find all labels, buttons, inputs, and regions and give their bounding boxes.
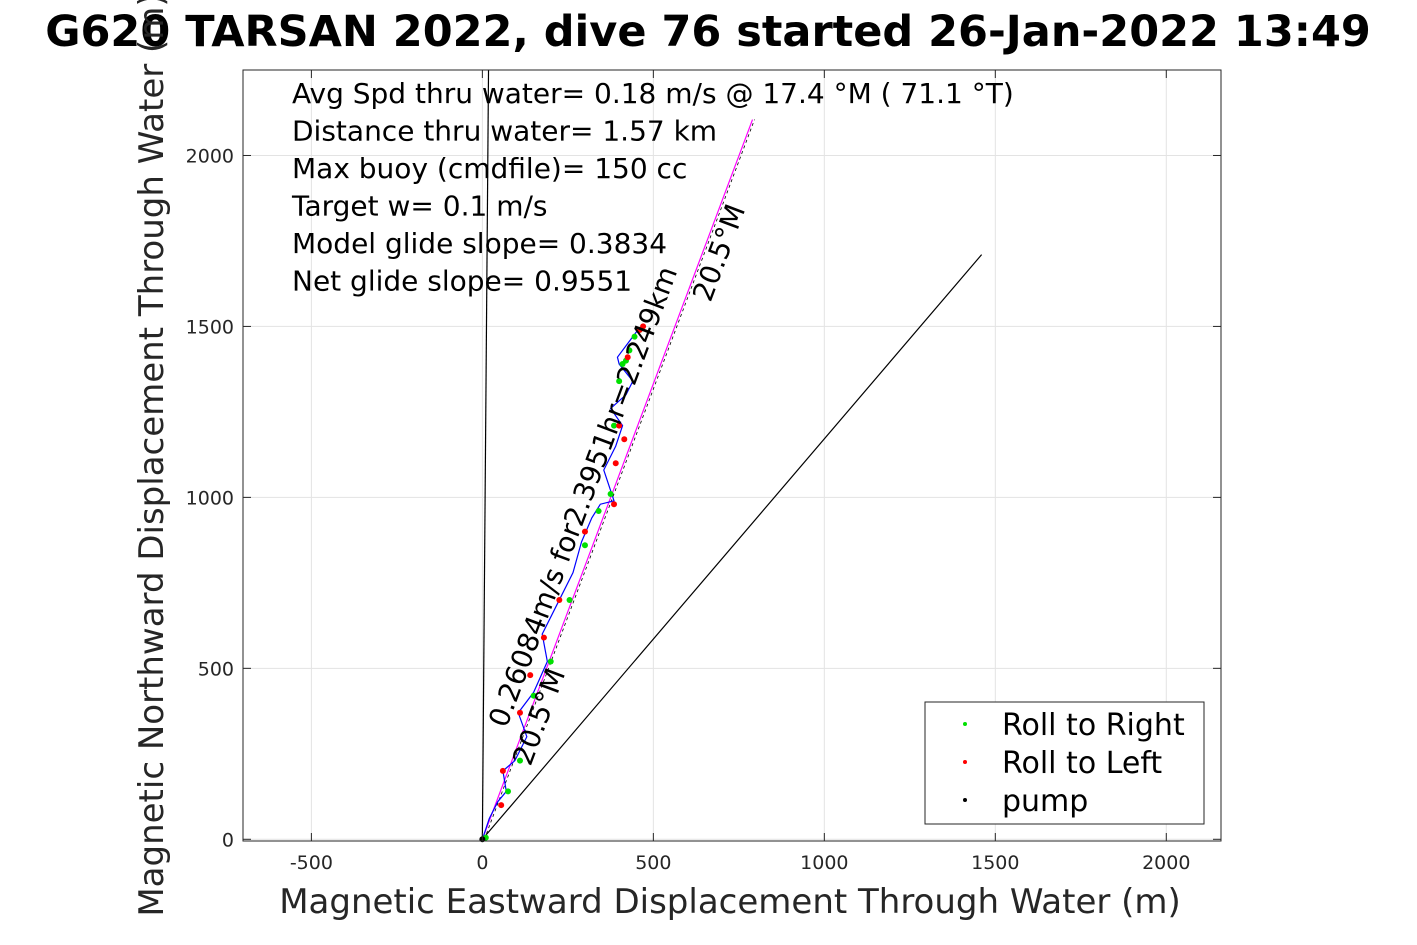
y-axis-label: Magnetic Northward Displacement Through …	[132, 0, 172, 917]
roll-left-point	[516, 709, 523, 716]
roll-right-point	[547, 658, 554, 665]
stats-line: Distance thru water= 1.57 km	[292, 115, 717, 148]
x-tick-label: 1500	[971, 852, 1019, 874]
legend: Roll to Right Roll to Left pump	[924, 701, 1205, 825]
stats-line: Net glide slope= 0.9551	[292, 265, 632, 298]
roll-left-point	[640, 323, 647, 330]
grid-lines	[243, 70, 1221, 841]
stats-line: Target w= 0.1 m/s	[291, 190, 548, 223]
roll-left-point	[616, 422, 623, 429]
legend-marker-pump	[963, 798, 967, 802]
roll-right-point	[581, 542, 588, 549]
roll-left-point	[527, 672, 534, 679]
x-tick-label: 2000	[1142, 852, 1190, 874]
roll-right-point	[530, 692, 537, 699]
axis-ticks: -500 0 500 1000 1500 2000 0 500 1000 1500 2000	[186, 70, 1221, 874]
legend-box	[924, 701, 1205, 825]
y-tick-label: 1000	[186, 487, 234, 509]
reference-line	[481, 69, 490, 840]
roll-right-point	[616, 378, 623, 385]
y-tick-label: 0	[222, 829, 234, 851]
roll-right-point	[611, 422, 618, 429]
roll-left-point	[611, 501, 618, 508]
plot-frame	[242, 69, 1222, 842]
legend-label-roll-right: Roll to Right	[1002, 708, 1185, 743]
roll-left-point	[499, 767, 506, 774]
roll-right-point	[607, 490, 614, 497]
stats-annotations: Avg Spd thru water= 0.18 m/s @ 17.4 °M (…	[291, 77, 1014, 298]
legend-marker-roll-left	[963, 760, 967, 764]
y-tick-label: 1500	[186, 316, 234, 338]
y-tick-label: 500	[198, 658, 234, 680]
legend-marker-roll-right	[963, 722, 967, 726]
stats-line: Model glide slope= 0.3834	[292, 227, 667, 260]
roll-left-point	[498, 802, 505, 809]
chart-title: G620 TARSAN 2022, dive 76 started 26-Jan…	[45, 7, 1371, 57]
x-tick-label: 1000	[800, 852, 848, 874]
roll-left-point	[624, 354, 631, 361]
roll-left-point	[581, 528, 588, 535]
roll-left-point	[556, 596, 563, 603]
stats-line: Max buoy (cmdfile)= 150 cc	[292, 152, 687, 185]
roll-right-point	[631, 333, 638, 340]
roll-right-point	[516, 757, 523, 764]
x-tick-label: -500	[290, 852, 333, 874]
reference-lines	[481, 69, 983, 840]
legend-label-pump: pump	[1002, 784, 1088, 819]
reference-line-dashed	[483, 119, 755, 840]
stats-line: Avg Spd thru water= 0.18 m/s @ 17.4 °M (…	[292, 77, 1014, 110]
roll-right-point	[505, 788, 512, 795]
reference-line	[481, 254, 983, 840]
x-axis-label: Magnetic Eastward Displacement Through W…	[279, 882, 1181, 922]
roll-left-point	[621, 436, 628, 443]
roll-left-point	[612, 460, 619, 467]
roll-right-point	[566, 596, 573, 603]
roll-left-point	[540, 634, 547, 641]
x-tick-label: 0	[476, 852, 488, 874]
roll-right-point	[626, 347, 633, 354]
legend-label-roll-left: Roll to Left	[1002, 746, 1162, 781]
roll-right-point	[595, 508, 602, 515]
x-tick-label: 500	[635, 852, 671, 874]
y-tick-label: 2000	[186, 145, 234, 167]
reference-line	[481, 119, 754, 840]
